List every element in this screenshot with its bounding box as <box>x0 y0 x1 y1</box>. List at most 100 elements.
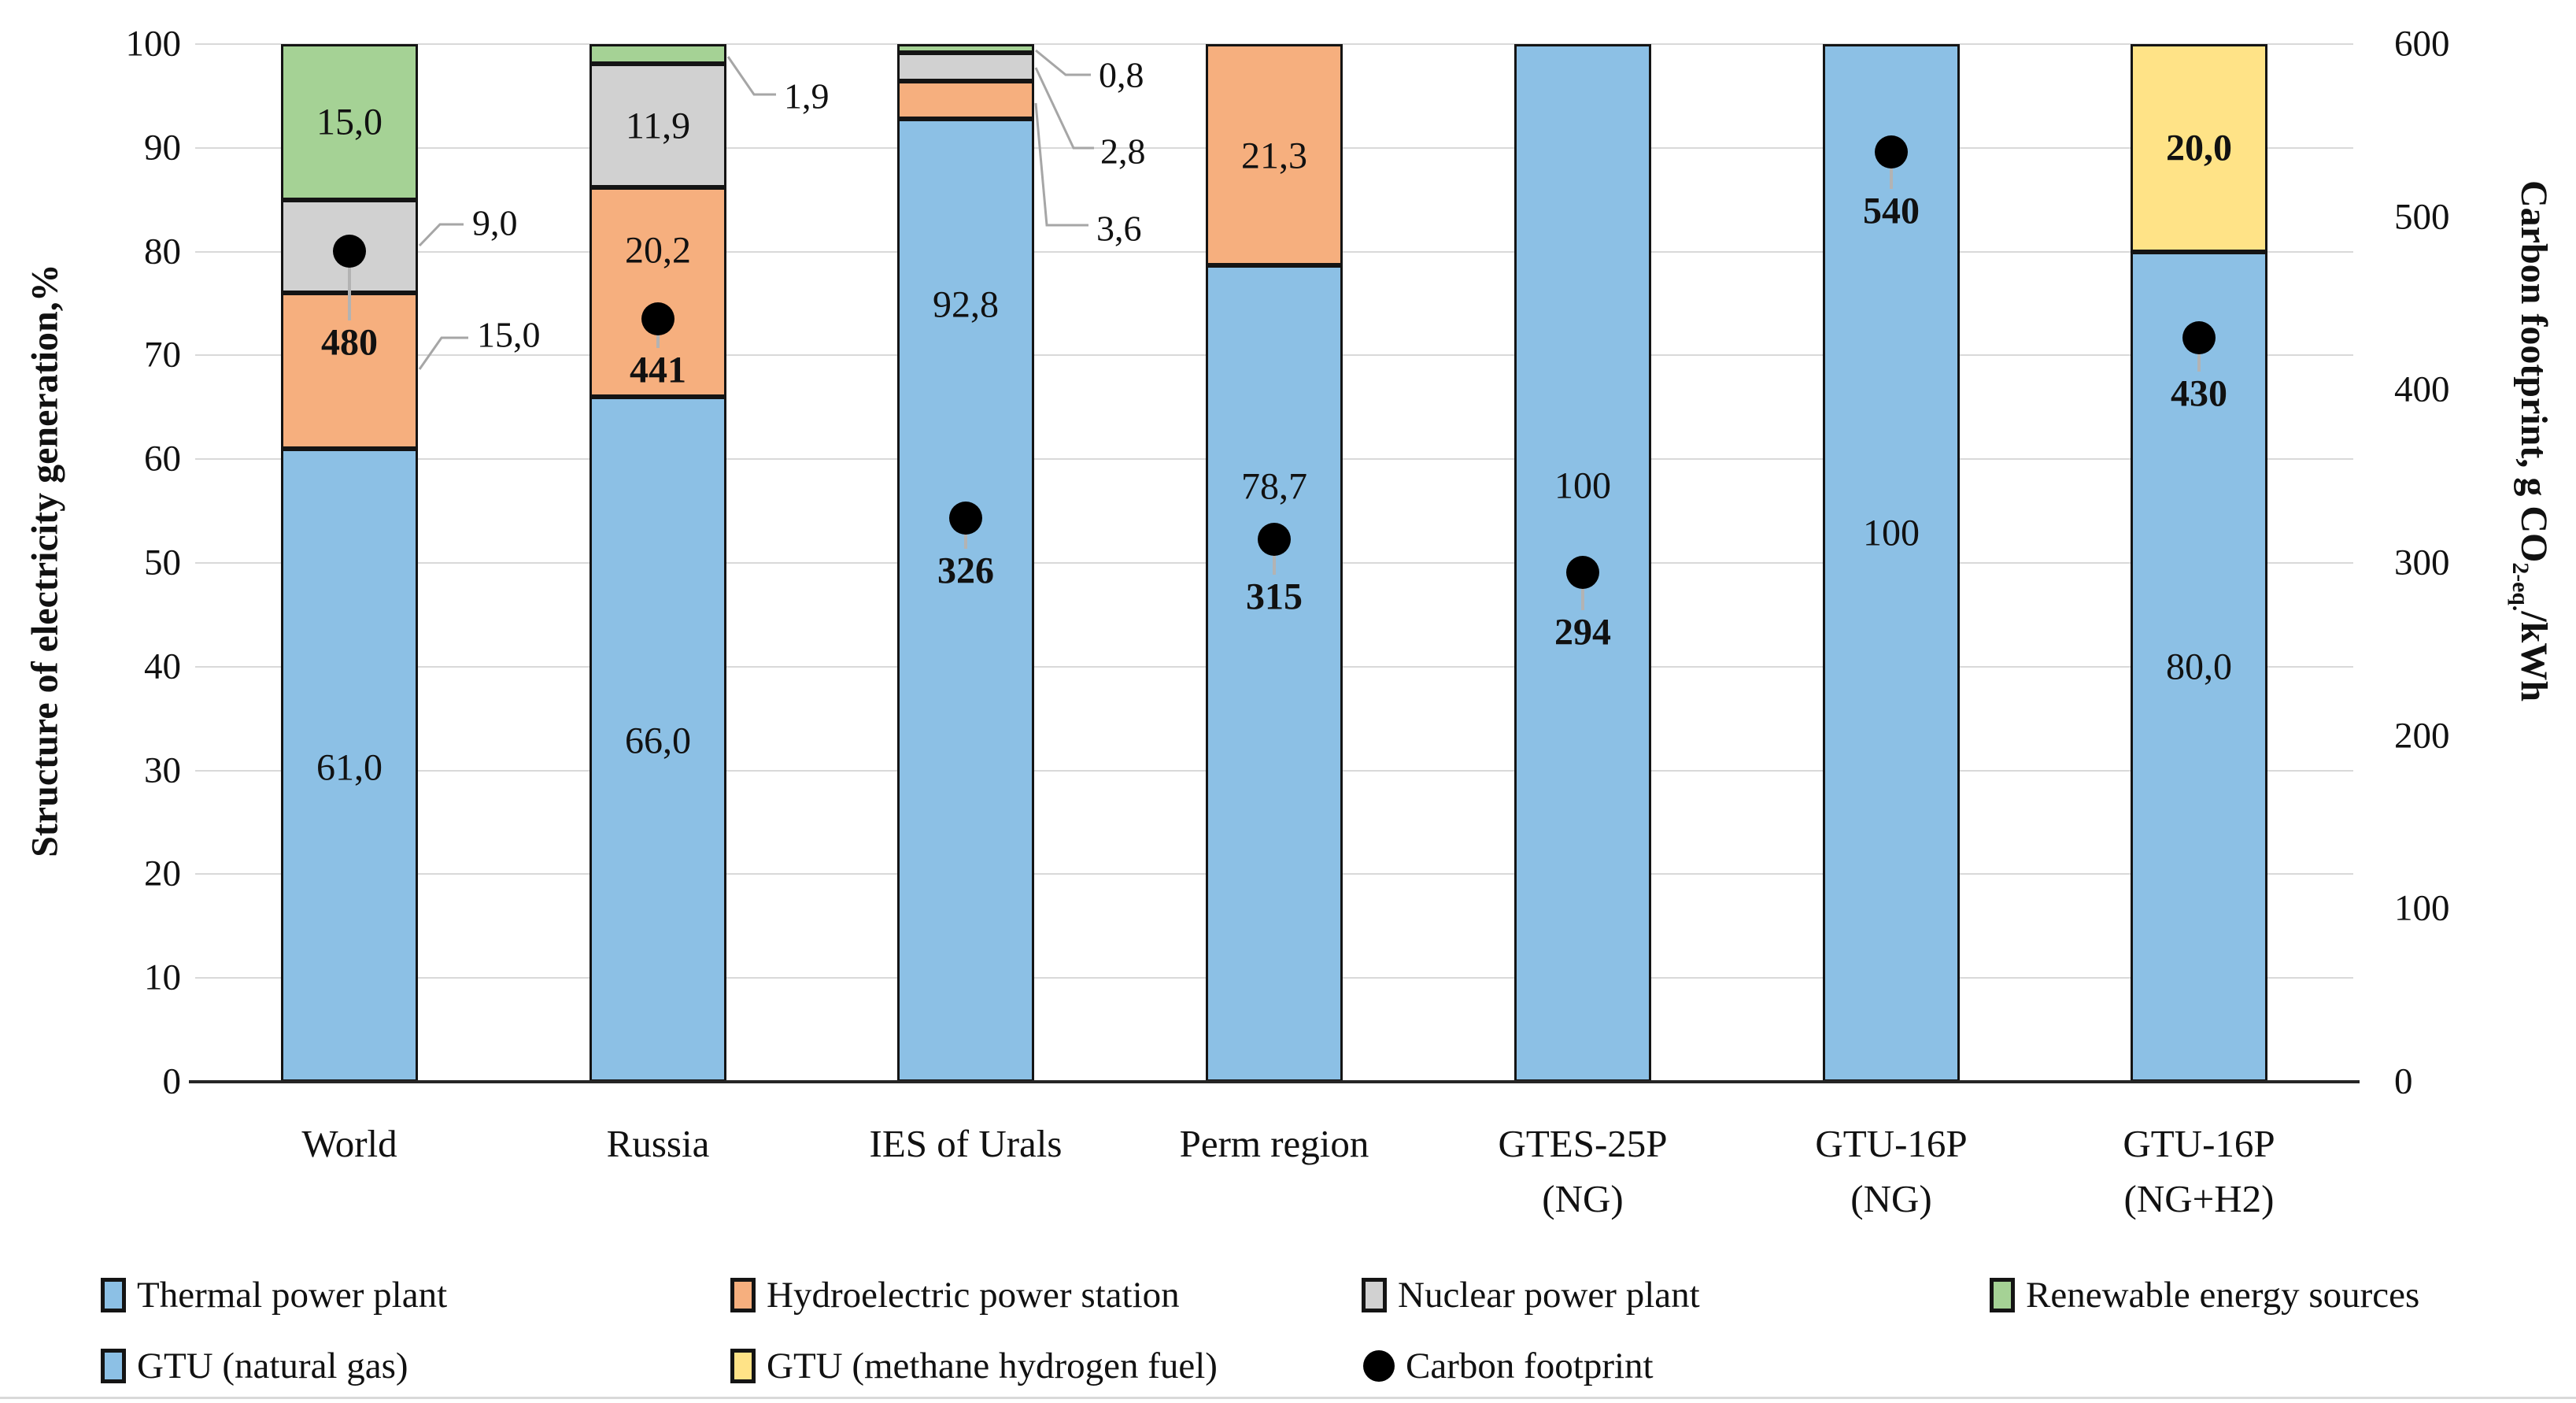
category-label: Russia <box>606 1122 710 1165</box>
category-label: Perm region <box>1179 1122 1369 1165</box>
legend-label: Renewable energy sources <box>2026 1275 2420 1316</box>
carbon-dot-leader <box>1273 539 1276 575</box>
carbon-footprint-dot <box>949 502 982 535</box>
carbon-dot-leader <box>1581 572 1584 610</box>
bar-segment-hydro <box>897 81 1034 119</box>
right-axis-tick-label: 100 <box>2394 887 2450 929</box>
callout-leader <box>418 223 464 247</box>
bar-segment-renewable <box>897 44 1034 53</box>
carbon-footprint-dot <box>641 302 674 335</box>
legend-label: GTU (natural gas) <box>137 1346 408 1386</box>
carbon-dot-leader <box>1890 152 1893 189</box>
right-axis-tick-label: 200 <box>2394 715 2450 757</box>
carbon-footprint-dot <box>1258 523 1291 556</box>
legend-swatch-nuclear <box>1362 1278 1387 1312</box>
carbon-footprint-value-label: 540 <box>1863 190 1920 232</box>
segment-data-label: 61,0 <box>316 746 383 789</box>
legend-item-nuclear-power-plant: Nuclear power plant <box>1362 1274 1700 1316</box>
legend-label: Hydroelectric power station <box>767 1275 1180 1316</box>
callout-data-label: 1,9 <box>784 76 830 117</box>
legend-item-hydroelectric-power-station: Hydroelectric power station <box>730 1274 1180 1316</box>
category-label: GTU-16P (NG) <box>1815 1122 1968 1220</box>
bar-segment-gtu_ng <box>2131 251 2267 1082</box>
bar-segment-renewable <box>589 44 726 65</box>
x-axis-line <box>189 1080 2360 1083</box>
callout-data-label: 15,0 <box>477 314 541 355</box>
legend-swatch-gtu_ng <box>101 1349 126 1383</box>
callout-data-label: 2,8 <box>1100 131 1146 172</box>
carbon-footprint-legend-marker <box>1363 1350 1395 1382</box>
bar-segment-renewable <box>281 44 418 200</box>
left-axis-tick-label: 60 <box>144 438 181 479</box>
bar-segment-thermal <box>281 449 418 1082</box>
left-axis-tick-label: 80 <box>144 231 181 272</box>
right-axis-title: Carbon footprint, g CO2-eq./kWh <box>2508 180 2555 702</box>
left-axis-tick-label: 20 <box>144 853 181 894</box>
left-axis-tick-label: 50 <box>144 542 181 583</box>
left-axis-tick-label: 30 <box>144 750 181 791</box>
legend-label: GTU (methane hydrogen fuel) <box>767 1346 1218 1386</box>
carbon-footprint-value-label: 480 <box>321 321 378 364</box>
category-label: GTES-25P (NG) <box>1498 1122 1668 1220</box>
bar-segment-gtu_ng <box>1823 44 1960 1082</box>
bar-segment-nuclear <box>589 64 726 187</box>
legend-item-renewable-energy-sources: Renewable energy sources <box>1990 1274 2419 1316</box>
category-label: GTU-16P (NG+H2) <box>2123 1122 2275 1220</box>
category-label: IES of Urals <box>869 1122 1063 1165</box>
bar-segment-thermal <box>897 118 1034 1082</box>
legend-swatch-gtu_mh <box>730 1349 756 1383</box>
carbon-dot-leader <box>2197 338 2201 372</box>
segment-data-label: 100 <box>1863 512 1920 554</box>
bar-segment-nuclear <box>897 52 1034 82</box>
carbon-footprint-value-label: 326 <box>937 550 994 592</box>
left-axis-tick-label: 10 <box>144 957 181 998</box>
callout-data-label: 9,0 <box>472 202 518 243</box>
segment-data-label: 66,0 <box>625 720 691 762</box>
carbon-footprint-value-label: 294 <box>1554 611 1611 653</box>
callout-leader <box>1035 49 1091 76</box>
segment-data-label: 11,9 <box>625 105 691 147</box>
right-axis-tick-label: 300 <box>2394 542 2450 583</box>
legend-swatch-thermal <box>101 1278 126 1312</box>
bar-segment-thermal <box>589 397 726 1082</box>
right-axis-tick-label: 500 <box>2394 196 2450 238</box>
legend-swatch-hydro <box>730 1278 756 1312</box>
legend-label: Carbon footprint <box>1406 1346 1654 1386</box>
left-axis-tick-label: 40 <box>144 646 181 687</box>
gridline <box>195 43 2353 45</box>
legend-swatch-renewable <box>1990 1278 2015 1312</box>
legend-item-gtu-natural-gas-: GTU (natural gas) <box>101 1345 408 1387</box>
carbon-dot-leader <box>348 251 351 320</box>
callout-data-label: 3,6 <box>1096 208 1142 249</box>
plot-area: 61,0 15,0 480 9,0 15,0 66,0 20,2 11,9 441 1,9 92,8… <box>195 43 2353 1082</box>
callout-leader <box>726 56 776 96</box>
left-axis-tick-label: 70 <box>144 334 181 376</box>
left-axis-tick-label: 90 <box>144 127 181 168</box>
carbon-footprint-dot <box>333 235 366 268</box>
segment-data-label: 92,8 <box>933 283 999 326</box>
left-axis-tick-label: 100 <box>125 23 182 65</box>
carbon-footprint-dot <box>1875 135 1908 168</box>
legend-label: Thermal power plant <box>137 1275 448 1316</box>
segment-data-label: 21,3 <box>1241 135 1307 177</box>
carbon-footprint-value-label: 430 <box>2171 372 2227 415</box>
left-axis-tick-label: 0 <box>162 1061 182 1102</box>
carbon-footprint-dot <box>2182 321 2216 354</box>
legend-item-thermal-power-plant: Thermal power plant <box>101 1274 447 1316</box>
bar-segment-gtu_mh <box>2131 44 2267 252</box>
bar-segment-thermal <box>1206 265 1343 1082</box>
segment-data-label: 78,7 <box>1241 465 1307 508</box>
callout-data-label: 0,8 <box>1099 54 1144 95</box>
figure-bottom-border <box>0 1397 2576 1399</box>
right-axis-tick-label: 0 <box>2394 1061 2413 1102</box>
segment-data-label: 20,0 <box>2166 127 2232 169</box>
right-axis-tick-label: 400 <box>2394 368 2450 410</box>
legend-item-carbon-footprint: Carbon footprint <box>1363 1345 1654 1387</box>
segment-data-label: 15,0 <box>316 101 383 143</box>
bar-segment-hydro <box>1206 44 1343 265</box>
left-axis-title: Structure of electricity generation,% <box>24 264 66 857</box>
callout-leader <box>1034 67 1094 150</box>
carbon-footprint-value-label: 315 <box>1246 576 1303 618</box>
right-axis-tick-label: 600 <box>2394 23 2450 65</box>
